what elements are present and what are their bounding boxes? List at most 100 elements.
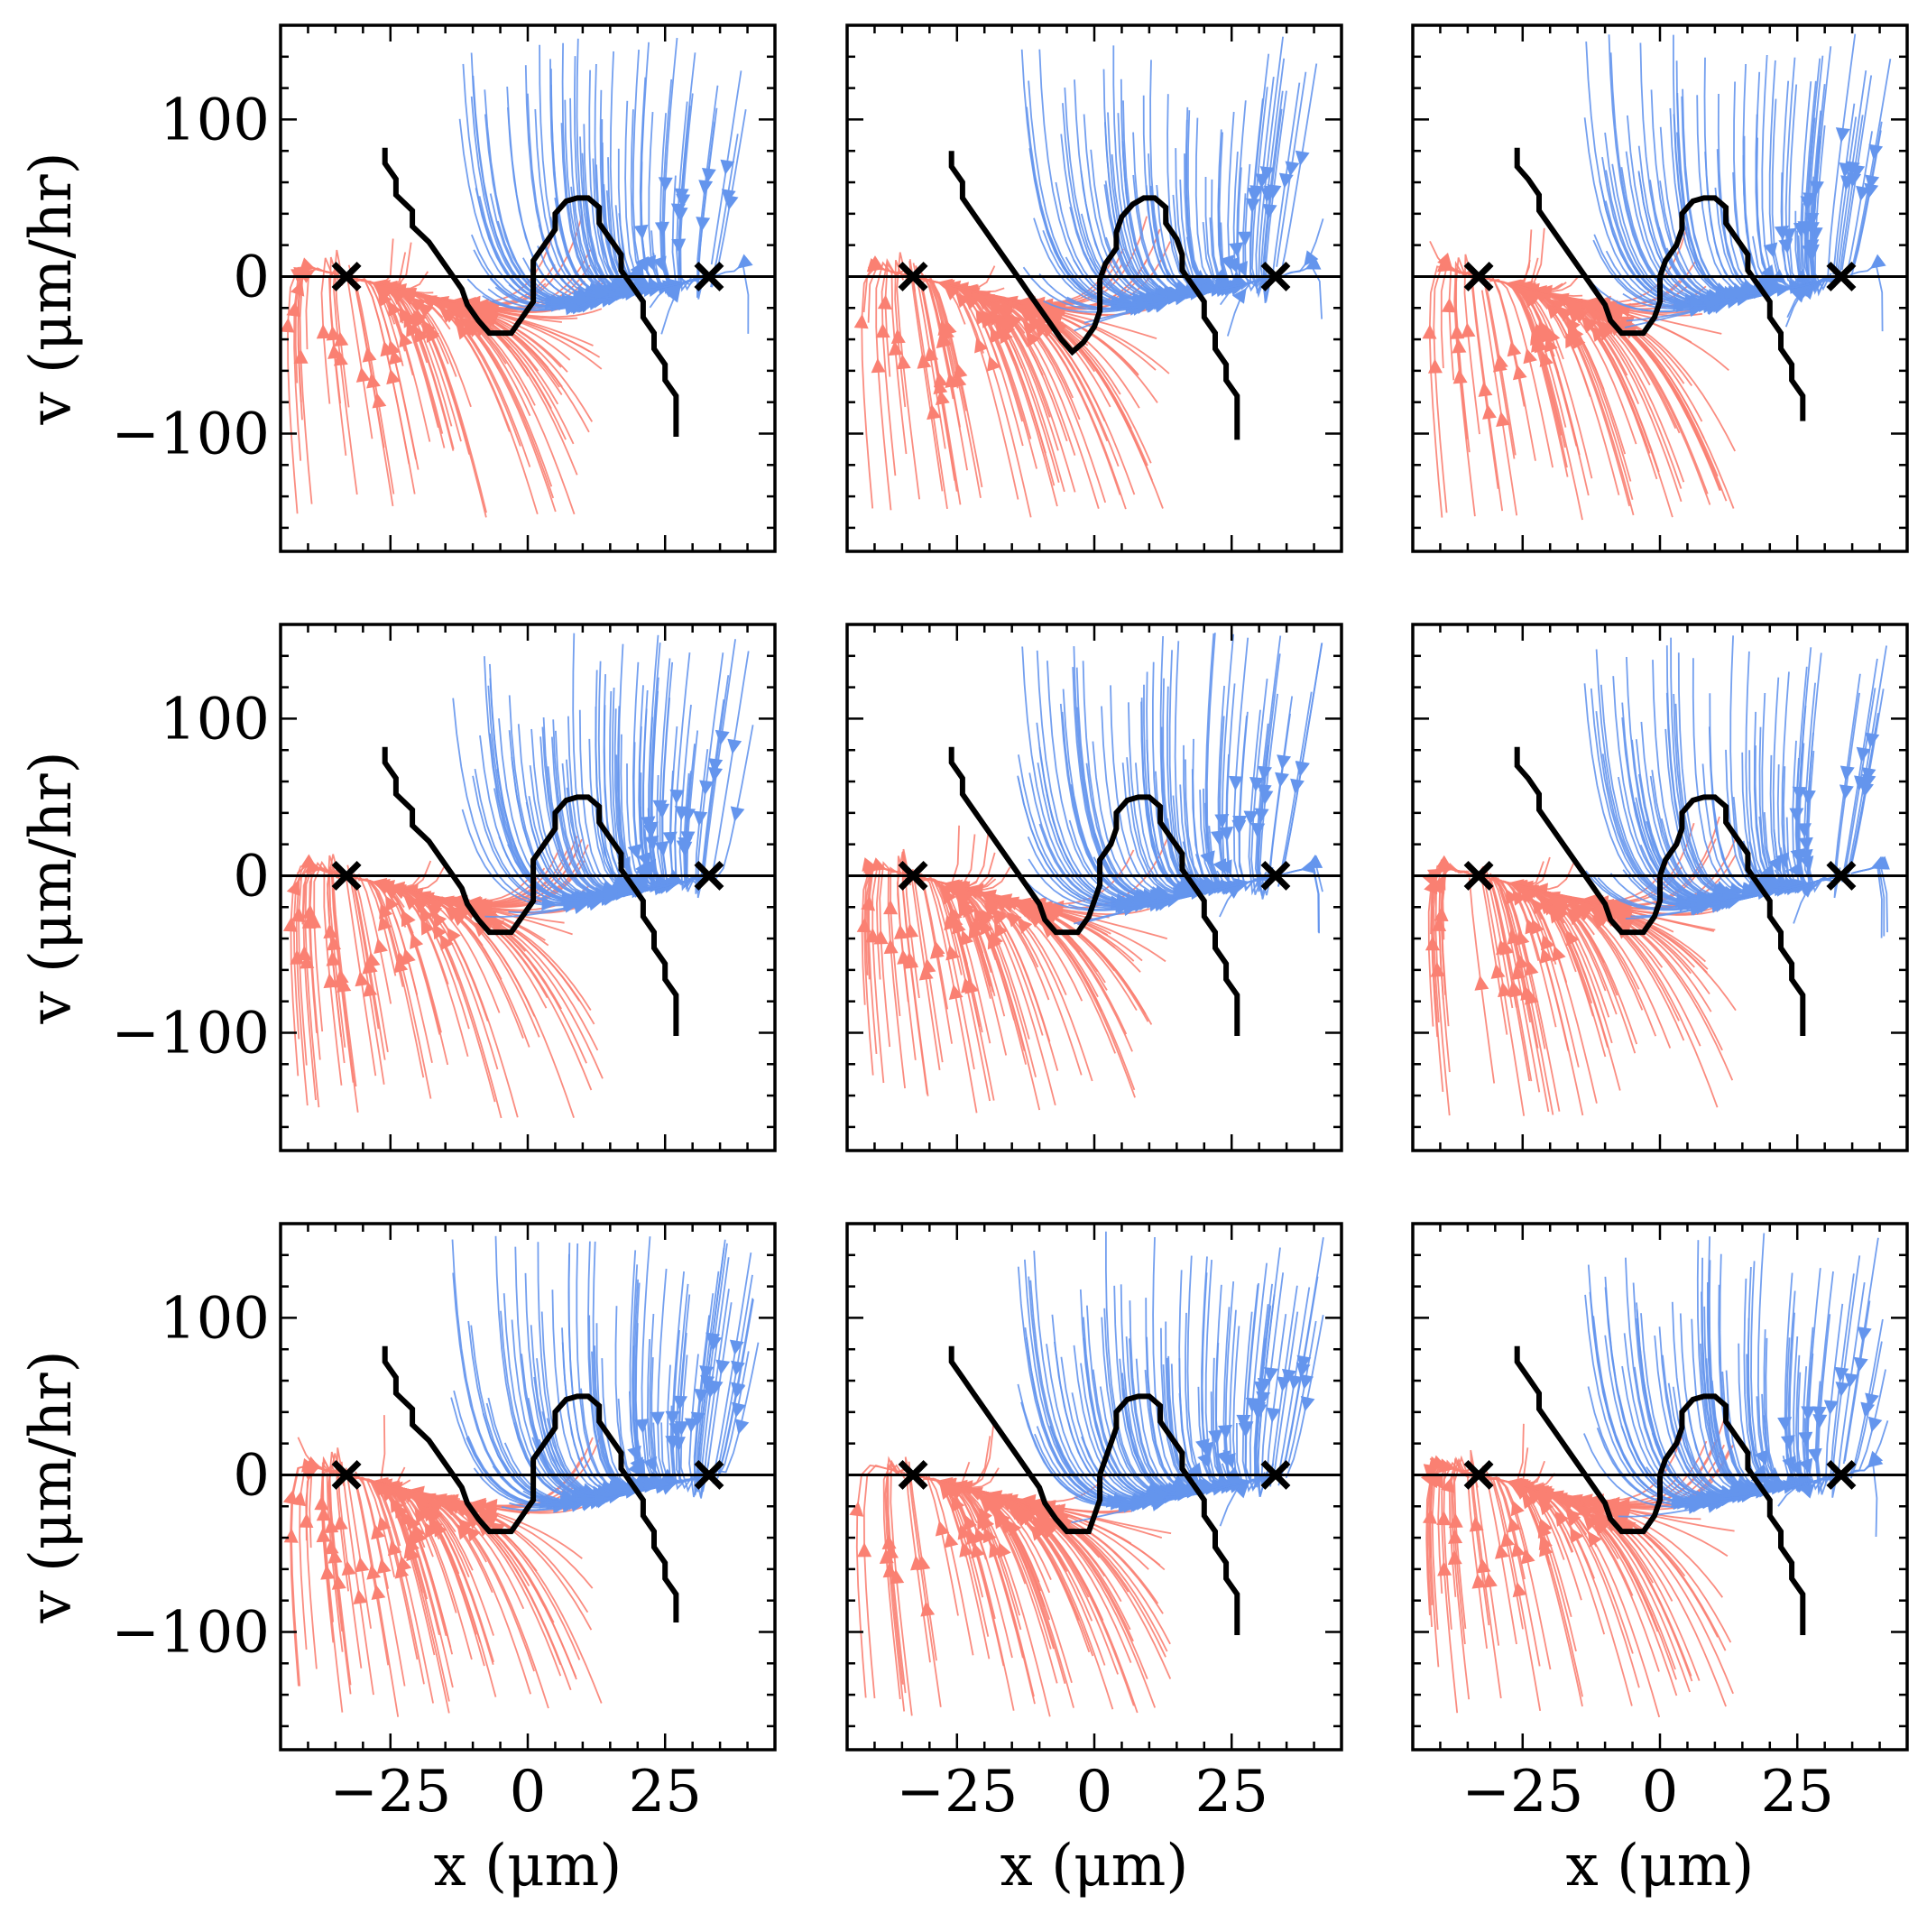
stream-arrow (720, 159, 735, 175)
stream-arrow (1577, 1493, 1593, 1508)
stream-arrow (1740, 279, 1757, 293)
streamline (1805, 781, 1830, 892)
ticks (281, 1222, 775, 1750)
stream-arrow (1424, 878, 1438, 895)
stream-arrow (1780, 1435, 1795, 1450)
stream-arrow (333, 1515, 348, 1530)
stream-arrow (982, 310, 997, 327)
stream-arrow (365, 951, 381, 968)
stream-arrow (1007, 1520, 1022, 1537)
stream-arrow (1754, 1449, 1768, 1466)
stream-arrow (1500, 1531, 1515, 1548)
stream-arrow (1176, 282, 1193, 298)
stream-arrow (1044, 306, 1061, 321)
stream-arrow (1565, 1508, 1581, 1524)
streamline (634, 1282, 704, 1487)
stream-arrow (1812, 1414, 1828, 1429)
stream-arrow (708, 1380, 724, 1396)
stream-arrow (1020, 901, 1037, 915)
stream-arrow (1707, 1490, 1722, 1505)
stream-arrow (1033, 322, 1049, 338)
stream-arrow (1196, 1477, 1212, 1493)
stream-arrow (994, 921, 1008, 938)
stream-arrow (1689, 293, 1705, 309)
y-tick-label: 100 (160, 87, 270, 153)
stream-arrow (673, 1395, 688, 1410)
stream-arrow (875, 323, 890, 338)
streamline (1278, 63, 1318, 282)
x-axis-label: x (μm) (434, 1833, 622, 1900)
stream-arrow (701, 168, 716, 183)
stream-arrow (390, 1496, 404, 1513)
stream-arrow (1262, 203, 1277, 219)
streamline (1471, 274, 1504, 512)
stream-arrow (1436, 1511, 1452, 1526)
stream-arrow (378, 291, 392, 308)
stream-arrow (541, 896, 557, 911)
stream-arrow (1474, 975, 1489, 991)
stream-arrow (916, 1555, 931, 1571)
stream-arrow (395, 951, 410, 967)
x-tick-label: −25 (896, 1759, 1018, 1826)
y-tick-label: 100 (160, 1285, 270, 1352)
y-tick-label: −100 (111, 1599, 270, 1666)
stream-arrow (1150, 885, 1166, 901)
stream-arrow (992, 1510, 1008, 1526)
stream-arrow (291, 1491, 307, 1507)
streamline (1480, 290, 1518, 516)
stream-arrow (693, 810, 708, 827)
stream-arrow (379, 879, 395, 894)
stream-arrow (1523, 347, 1537, 365)
streamline (875, 261, 900, 511)
stream-arrow (1287, 1374, 1303, 1391)
stream-arrow (1027, 912, 1044, 928)
panel-r1c1: −100 0 100 v (μm/hr) (18, 23, 777, 553)
stream-arrow (1295, 761, 1310, 777)
stream-arrow (1694, 1496, 1710, 1511)
stream-arrow (1496, 411, 1510, 428)
stream-arrow (1124, 900, 1140, 915)
stream-arrow (1254, 808, 1269, 824)
streamline (701, 698, 725, 870)
stream-arrow (1499, 939, 1514, 956)
stream-arrow (427, 1507, 443, 1523)
fixed-point-marker (694, 860, 724, 891)
streamline (714, 1252, 752, 1472)
stream-arrow (456, 324, 471, 340)
red-streamlines (849, 1423, 1172, 1717)
stream-arrow (323, 973, 338, 989)
stream-arrow (721, 189, 736, 205)
stream-arrow (1549, 907, 1563, 924)
stream-arrow (1225, 257, 1240, 273)
stream-arrow (1592, 1520, 1609, 1536)
plot-area (281, 633, 775, 1119)
streamline (355, 1476, 452, 1648)
fixed-point-marker (331, 261, 362, 291)
stream-arrow (1800, 284, 1816, 300)
streamline (1489, 877, 1709, 970)
stream-arrow (681, 808, 696, 824)
stream-arrow (1006, 911, 1022, 928)
y-tick-label: 0 (233, 843, 270, 910)
stream-arrow (1568, 908, 1584, 924)
stream-arrow (1676, 298, 1692, 313)
stream-arrow (1017, 918, 1033, 934)
stream-arrow (1022, 320, 1038, 337)
stream-arrow (920, 1601, 936, 1617)
stream-arrow (853, 313, 869, 329)
streamline (1677, 652, 1830, 896)
stream-arrow (410, 297, 427, 312)
stream-arrow (883, 900, 899, 915)
y-tick-label: 0 (233, 244, 270, 310)
separatrix-boundary (382, 746, 679, 1036)
fixed-point-marker (1463, 1459, 1494, 1490)
stream-arrow (1263, 185, 1278, 201)
stream-arrow (1505, 888, 1519, 905)
stream-arrow (1275, 772, 1289, 788)
streamline (1489, 278, 1554, 468)
stream-arrow (334, 968, 349, 984)
stream-arrow (1200, 282, 1216, 297)
stream-arrow (652, 800, 668, 815)
streamline (695, 749, 709, 894)
stream-arrow (1865, 1392, 1879, 1409)
